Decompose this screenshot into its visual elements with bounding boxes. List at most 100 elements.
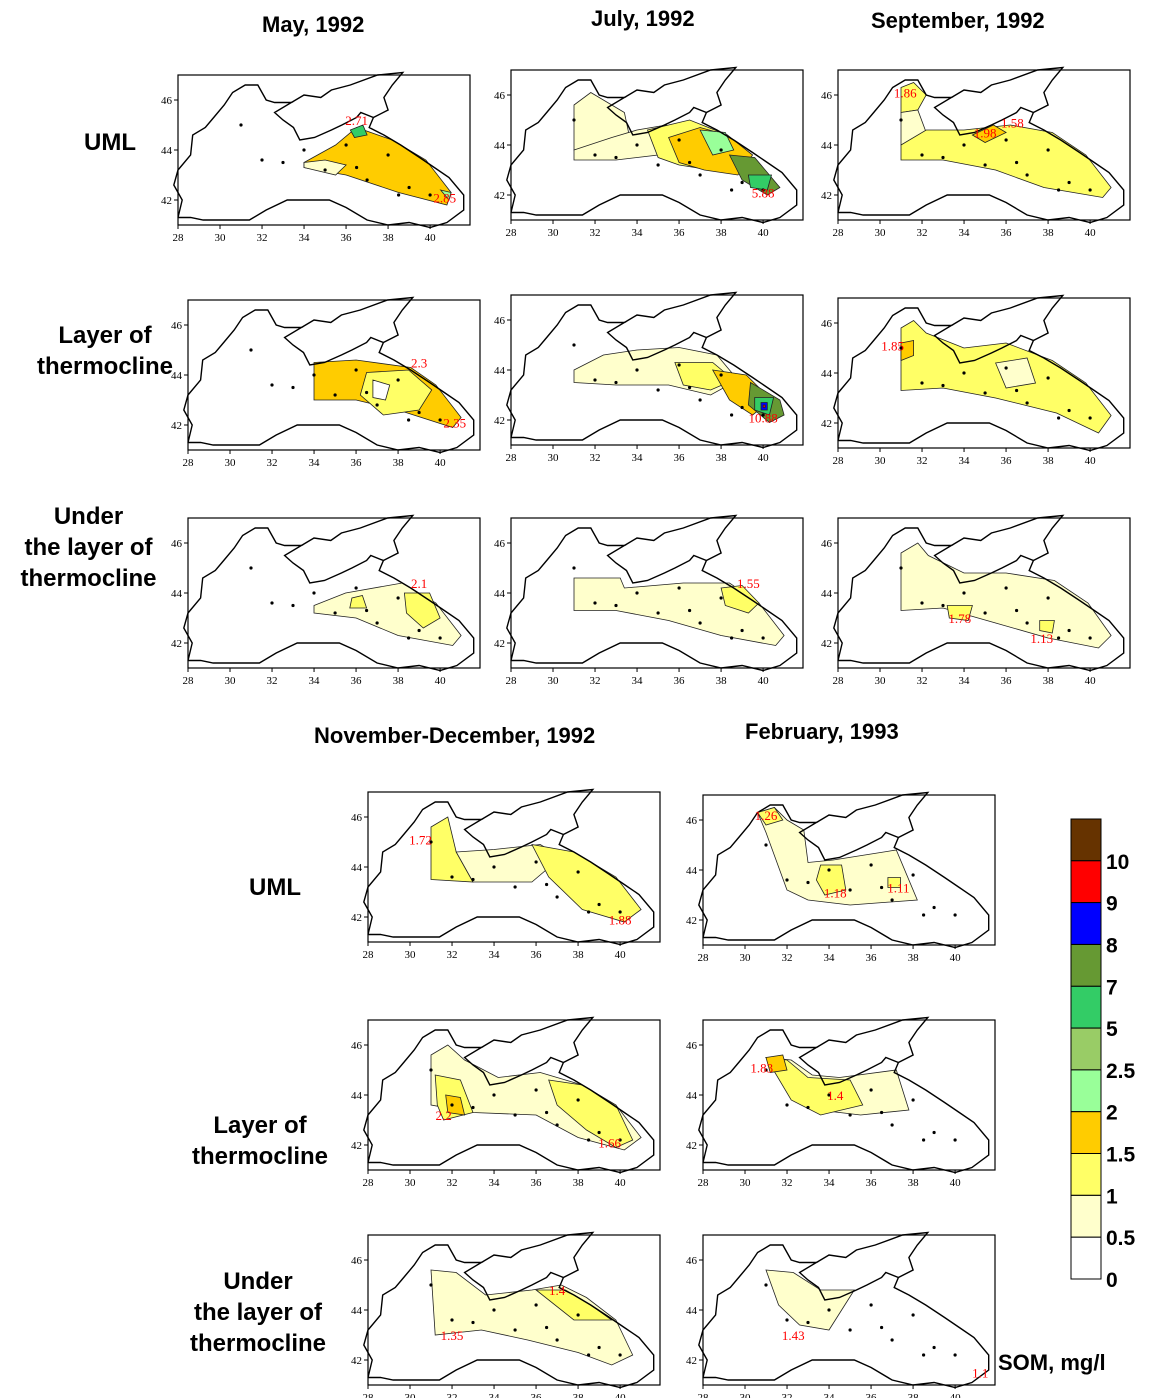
legend-swatch: [1070, 944, 1102, 987]
station-dot: [983, 391, 987, 395]
lon-tick-label: 38: [1043, 675, 1055, 687]
lon-tick-label: 34: [299, 232, 311, 244]
lon-tick-label: 34: [824, 952, 836, 964]
station-dot: [698, 173, 702, 177]
concentration-band: [946, 605, 973, 621]
lon-tick-label: 34: [632, 227, 644, 239]
map-nov-under: 28 30 32 34 36 38 40 42 44 46 1.4 1.35: [351, 1231, 661, 1398]
station-dot: [312, 373, 316, 377]
station-dot: [983, 611, 987, 615]
lon-tick-label: 34: [824, 1392, 836, 1398]
lon-tick-label: 36: [1001, 675, 1013, 687]
station-dot: [1067, 180, 1071, 185]
value-label: 2.2: [435, 1108, 451, 1123]
row-label-line: thermocline: [36, 353, 174, 380]
station-dot: [450, 1318, 454, 1322]
lon-tick-label: 40: [950, 1392, 962, 1398]
station-dot: [719, 596, 723, 600]
legend-swatch: [1070, 1236, 1102, 1280]
concentration-band: [757, 807, 918, 906]
station-dot: [941, 603, 945, 608]
station-dot: [572, 118, 576, 122]
station-dot: [312, 591, 316, 595]
lon-tick-label: 34: [959, 455, 971, 467]
legend-level-label: 0: [1106, 1269, 1118, 1292]
concentration-band: [445, 1094, 466, 1116]
lon-tick-label: 38: [908, 1177, 920, 1189]
value-label: 2.1: [411, 576, 427, 591]
lon-tick-label: 36: [1001, 455, 1013, 467]
lon-tick-label: 34: [489, 949, 501, 961]
lon-tick-label: 32: [447, 949, 458, 961]
lon-tick-label: 30: [548, 675, 560, 687]
station-dot: [429, 840, 433, 844]
coastline: [183, 309, 475, 454]
lat-tick-label: 44: [686, 1305, 698, 1317]
station-dot: [438, 418, 442, 422]
lon-tick-label: 38: [573, 1392, 585, 1398]
legend-level-label: 1.5: [1106, 1144, 1136, 1167]
station-dot: [764, 843, 768, 847]
concentration-band: [971, 124, 1007, 143]
coastline: [833, 307, 1125, 452]
station-dot: [396, 378, 400, 382]
row-label-under-thermocline-top: Under the layer of thermocline: [6, 501, 171, 594]
value-label: 2.85: [433, 191, 456, 206]
station-dot: [1025, 401, 1029, 405]
station-dot: [932, 905, 936, 910]
azov-coastline: [301, 514, 415, 562]
station-dot: [761, 413, 765, 417]
lon-tick-label: 34: [489, 1392, 501, 1398]
station-dot: [471, 1320, 475, 1325]
lon-tick-label: 28: [183, 457, 195, 469]
lon-tick-label: 32: [590, 452, 601, 464]
lat-tick-label: 42: [821, 638, 832, 650]
station-dot: [572, 343, 576, 347]
lat-tick-label: 42: [351, 1355, 362, 1367]
station-dot: [761, 188, 765, 192]
row-label-line: Layer of: [58, 322, 152, 349]
lon-tick-label: 28: [506, 452, 518, 464]
station-dot: [572, 566, 576, 570]
lon-tick-label: 28: [173, 232, 185, 244]
station-dot: [291, 385, 295, 390]
lat-tick-label: 42: [686, 1140, 697, 1152]
row-label-line: thermocline: [189, 1330, 327, 1357]
lat-tick-label: 44: [821, 140, 833, 152]
azov-coastline: [301, 296, 415, 344]
lat-tick-label: 46: [821, 90, 833, 102]
column-title-february: February, 1993: [745, 719, 899, 744]
concentration-band: [762, 404, 766, 408]
value-label: 1.18: [824, 886, 847, 901]
station-dot: [806, 1105, 810, 1110]
concentration-band: [1039, 620, 1055, 634]
map-nov-uml: 28 30 32 34 36 38 40 42 44 46 1.72 1.88: [351, 788, 661, 961]
station-dot: [677, 138, 681, 142]
station-dot: [785, 1103, 789, 1107]
concentration-band: [765, 1057, 864, 1116]
lon-tick-label: 32: [590, 675, 601, 687]
lat-tick-label: 44: [161, 145, 173, 157]
lon-tick-label: 32: [267, 457, 278, 469]
lat-tick-label: 42: [351, 912, 362, 924]
station-dot: [740, 405, 744, 410]
station-dot: [953, 913, 957, 917]
lon-tick-label: 30: [225, 675, 237, 687]
value-label: 1.1: [972, 1366, 988, 1381]
legend-swatch: [1070, 1194, 1102, 1238]
station-dot: [576, 870, 580, 874]
lon-tick-label: 34: [959, 227, 971, 239]
station-dot: [587, 1353, 591, 1357]
lat-tick-label: 44: [686, 1090, 698, 1102]
concentration-band: [430, 1269, 634, 1366]
value-label: 2.35: [443, 416, 466, 431]
station-dot: [1004, 586, 1008, 590]
station-dot: [492, 1093, 496, 1097]
lon-tick-label: 36: [341, 232, 353, 244]
station-dot: [1067, 628, 1071, 633]
station-dot: [614, 380, 618, 385]
station-dot: [386, 153, 390, 157]
map-sep-uml: 28 30 32 34 36 38 40 42 44 46 1.86 1.98 1.58: [821, 66, 1131, 239]
map-frame: [187, 517, 481, 669]
map-frame: [177, 74, 471, 226]
